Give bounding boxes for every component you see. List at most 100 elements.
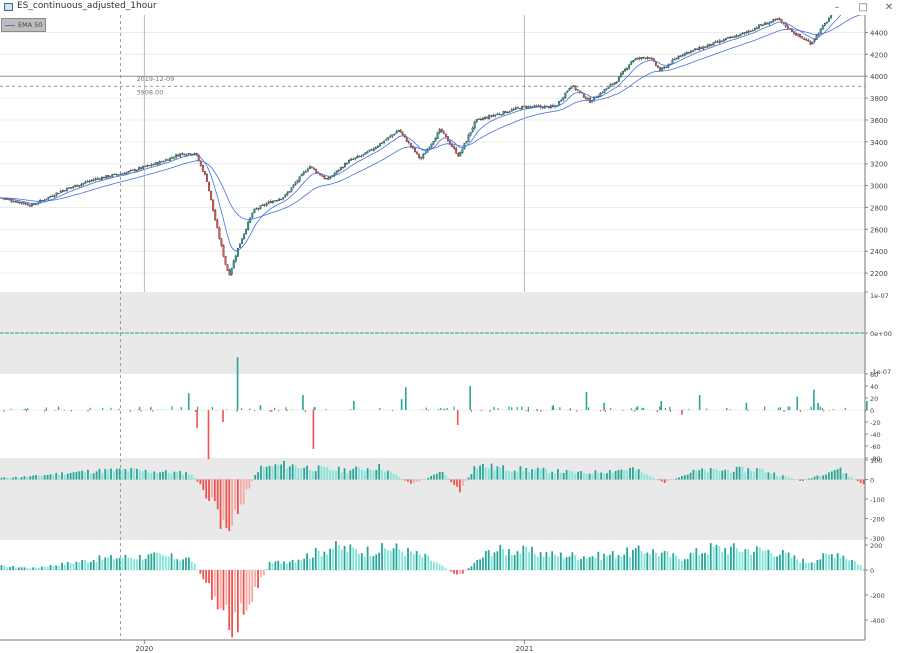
candle — [127, 171, 130, 173]
histogram-bar — [669, 410, 671, 412]
histogram-bar — [379, 407, 381, 410]
candle — [117, 174, 120, 176]
maximize-button[interactable]: □ — [858, 2, 868, 13]
chart-area[interactable]: 2200240026002800300032003400360038004000… — [0, 15, 902, 653]
candle — [722, 39, 725, 42]
candle — [525, 106, 528, 109]
histogram-bar — [309, 558, 311, 570]
histogram-bar — [773, 556, 776, 570]
candle — [568, 88, 571, 91]
minimize-button[interactable]: – — [834, 2, 840, 13]
y-tick-label: -200 — [870, 516, 885, 524]
candle — [243, 233, 246, 240]
histogram-bar — [9, 477, 11, 480]
histogram-bar — [6, 567, 9, 570]
histogram-bar — [565, 557, 568, 570]
histogram-bar — [516, 471, 519, 480]
histogram-bar — [187, 393, 190, 410]
candle — [306, 168, 309, 172]
candle — [751, 30, 754, 32]
histogram-bar — [681, 476, 683, 480]
candle — [105, 175, 108, 179]
candle — [609, 84, 612, 87]
histogram-bar — [444, 475, 447, 480]
histogram-bar — [822, 553, 825, 570]
candle — [455, 147, 458, 154]
candle — [313, 167, 316, 170]
histogram-bar — [118, 468, 121, 480]
candle — [830, 15, 832, 18]
histogram-bar — [836, 553, 839, 570]
histogram-bar — [329, 469, 332, 480]
histogram-bar — [194, 410, 197, 412]
histogram-bar — [437, 408, 440, 410]
candle — [247, 221, 250, 230]
histogram-bar — [493, 469, 496, 480]
histogram-bar — [115, 468, 118, 480]
candle — [136, 169, 138, 172]
candle — [801, 36, 804, 39]
histogram-bar — [17, 477, 20, 480]
candle — [78, 185, 81, 187]
histogram-bar — [551, 406, 553, 410]
histogram-bar — [817, 402, 819, 410]
candle — [535, 105, 538, 107]
histogram-bar — [61, 562, 63, 570]
histogram-bar — [173, 559, 176, 570]
histogram-bar — [12, 477, 14, 480]
candle — [562, 97, 565, 100]
histogram-bar — [799, 479, 802, 481]
y-tick-label: 40 — [870, 383, 878, 391]
candle — [325, 178, 328, 180]
candle — [222, 245, 225, 257]
histogram-bar — [124, 554, 127, 570]
histogram-bar — [704, 469, 706, 480]
histogram-bar — [326, 466, 329, 480]
histogram-bar — [104, 557, 107, 570]
histogram-bar — [72, 472, 75, 480]
histogram-bar — [10, 408, 12, 410]
histogram-bar — [706, 554, 709, 570]
histogram-bar — [536, 410, 538, 412]
histogram-bar — [61, 472, 63, 480]
histogram-bar — [92, 473, 95, 480]
histogram-bar — [84, 560, 86, 570]
histogram-bar — [502, 465, 505, 480]
legend[interactable]: EMA 50 — [1, 18, 46, 32]
candle — [379, 143, 381, 147]
candle — [276, 200, 278, 202]
histogram-bar — [643, 474, 646, 480]
candle — [271, 200, 274, 204]
candle — [10, 199, 13, 202]
candle — [768, 22, 771, 25]
candle — [667, 64, 670, 68]
candle — [646, 57, 649, 59]
histogram-bar — [522, 471, 525, 480]
histogram-bar — [833, 470, 836, 480]
histogram-bar — [510, 471, 513, 480]
histogram-bar — [45, 407, 47, 410]
histogram-bar — [704, 552, 706, 570]
histogram-bar — [787, 552, 790, 570]
histogram-bar — [378, 552, 381, 570]
candle — [131, 169, 134, 171]
candle — [193, 153, 196, 155]
x-tick-label: 2020 — [135, 645, 153, 653]
histogram-bar — [404, 556, 407, 570]
candle — [720, 40, 723, 42]
histogram-bar — [415, 551, 418, 570]
candle — [115, 174, 118, 176]
candle — [506, 112, 509, 114]
histogram-bar — [211, 406, 214, 410]
histogram-bar — [845, 558, 848, 570]
histogram-bar — [513, 470, 516, 480]
histogram-bar — [839, 467, 842, 480]
histogram-bar — [796, 396, 799, 410]
histogram-bar — [551, 471, 554, 480]
histogram-bar — [278, 410, 280, 412]
candle — [760, 24, 762, 26]
candle — [467, 134, 470, 142]
close-button[interactable]: ✕ — [884, 2, 894, 13]
histogram-bar — [822, 475, 825, 480]
histogram-bar — [288, 466, 291, 480]
